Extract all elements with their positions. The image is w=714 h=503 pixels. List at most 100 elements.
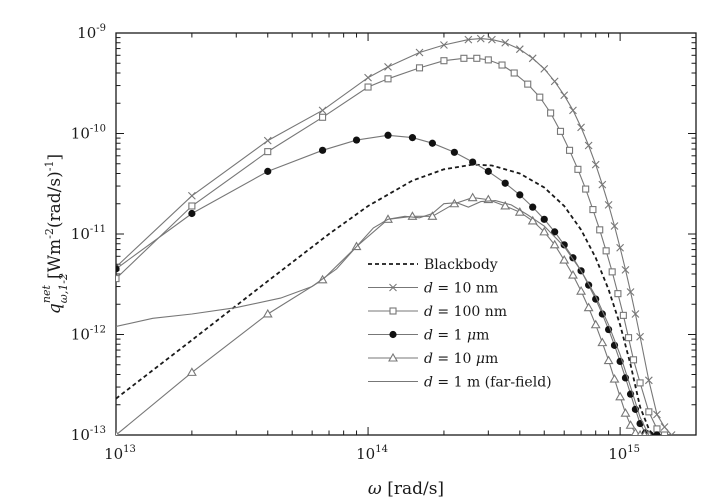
legend-entry: d = 1 m (far-field) <box>368 375 552 391</box>
data-point <box>609 373 620 383</box>
data-point <box>615 391 626 401</box>
x-tick-label: 1014 <box>356 444 388 463</box>
y-tick-label: 10-9 <box>77 23 106 42</box>
data-point <box>500 200 511 210</box>
x-axis-label: ω [rad/s] <box>368 479 444 499</box>
data-point <box>590 319 601 329</box>
data-point <box>576 286 587 295</box>
data-point <box>440 57 448 65</box>
data-point <box>529 203 537 211</box>
data-point <box>415 48 424 57</box>
data-point <box>352 136 361 144</box>
x-tick-label: 1015 <box>608 444 640 463</box>
series-4 <box>116 192 652 435</box>
data-point <box>636 379 644 387</box>
data-point <box>602 247 610 255</box>
data-point <box>501 179 509 187</box>
plot-frame <box>115 32 697 436</box>
data-point <box>515 45 524 54</box>
series-0 <box>116 163 654 435</box>
legend-label: d = 1 μm <box>424 328 489 344</box>
data-point <box>625 420 636 429</box>
y-axis-label: qω,1-2net[Wm-2(rad/s)-1] <box>40 154 70 314</box>
data-point <box>484 56 492 64</box>
data-point <box>598 180 607 189</box>
data-point <box>560 91 569 100</box>
data-point <box>116 275 120 283</box>
data-point <box>569 106 577 115</box>
data-point <box>428 139 437 147</box>
data-point <box>660 423 669 431</box>
legend-entry: d = 1 μm <box>368 328 489 344</box>
series-line <box>116 57 665 435</box>
data-point <box>619 311 627 319</box>
series-line <box>116 197 649 435</box>
data-point <box>584 141 593 150</box>
data-point <box>188 202 196 210</box>
data-point <box>636 332 644 341</box>
data-point <box>629 356 638 364</box>
data-point <box>460 54 468 62</box>
plot-series <box>116 34 676 435</box>
data-point <box>568 269 578 279</box>
data-point <box>620 408 631 417</box>
data-point <box>547 109 555 117</box>
legend: Blackbody d = 10 nm d = 100 nm d = 1 μm d = … <box>368 257 552 391</box>
data-point <box>660 431 669 435</box>
data-point <box>501 38 510 47</box>
data-point <box>264 148 272 156</box>
data-point <box>188 209 196 218</box>
data-point <box>536 93 544 101</box>
data-point <box>591 160 600 169</box>
data-point <box>583 302 594 312</box>
series-2 <box>116 54 669 435</box>
data-point <box>540 215 548 223</box>
x-tick-labels: 1013 1014 1015 <box>104 444 640 463</box>
axis-ticks <box>115 32 697 436</box>
series-1 <box>116 34 676 435</box>
data-point <box>116 429 119 435</box>
y-tick-labels: 10-13 10-12 10-11 10-10 10-9 <box>71 23 106 444</box>
legend-marker <box>389 283 397 292</box>
data-point <box>364 83 372 91</box>
data-point <box>549 239 560 249</box>
y-tick-label: 10-13 <box>71 425 106 444</box>
legend-label: d = 100 nm <box>424 304 507 320</box>
legend-marker <box>388 352 398 362</box>
series-line <box>116 200 650 435</box>
data-point <box>476 34 485 43</box>
data-point <box>589 206 597 214</box>
data-point <box>653 410 661 419</box>
data-point <box>263 136 272 145</box>
series-line <box>116 134 657 435</box>
data-point <box>186 367 197 376</box>
data-point <box>631 427 640 435</box>
data-point <box>498 61 506 69</box>
data-point <box>604 325 613 334</box>
data-point <box>510 69 518 77</box>
data-point <box>384 75 392 83</box>
data-point <box>384 131 392 139</box>
data-point <box>539 226 550 236</box>
data-point <box>187 191 196 200</box>
svg-text:qω,1-2net[Wm-2(rad/s)-1]: qω,1-2net[Wm-2(rad/s)-1] <box>40 154 70 314</box>
data-point <box>667 431 676 435</box>
data-point <box>621 265 630 274</box>
data-point <box>464 35 473 44</box>
data-point <box>597 337 608 347</box>
x-tick-label: 1013 <box>104 444 136 463</box>
legend-marker <box>389 330 397 339</box>
data-point <box>415 64 424 72</box>
y-tick-label: 10-12 <box>71 325 106 344</box>
y-tick-label: 10-11 <box>71 224 106 243</box>
data-point <box>624 334 633 342</box>
data-point <box>364 73 372 82</box>
data-point <box>596 226 604 234</box>
data-point <box>440 41 448 49</box>
data-point <box>469 158 477 166</box>
data-point <box>473 54 481 62</box>
data-point <box>608 268 616 276</box>
legend-label: d = 1 m (far-field) <box>424 375 552 391</box>
data-point <box>582 185 590 193</box>
